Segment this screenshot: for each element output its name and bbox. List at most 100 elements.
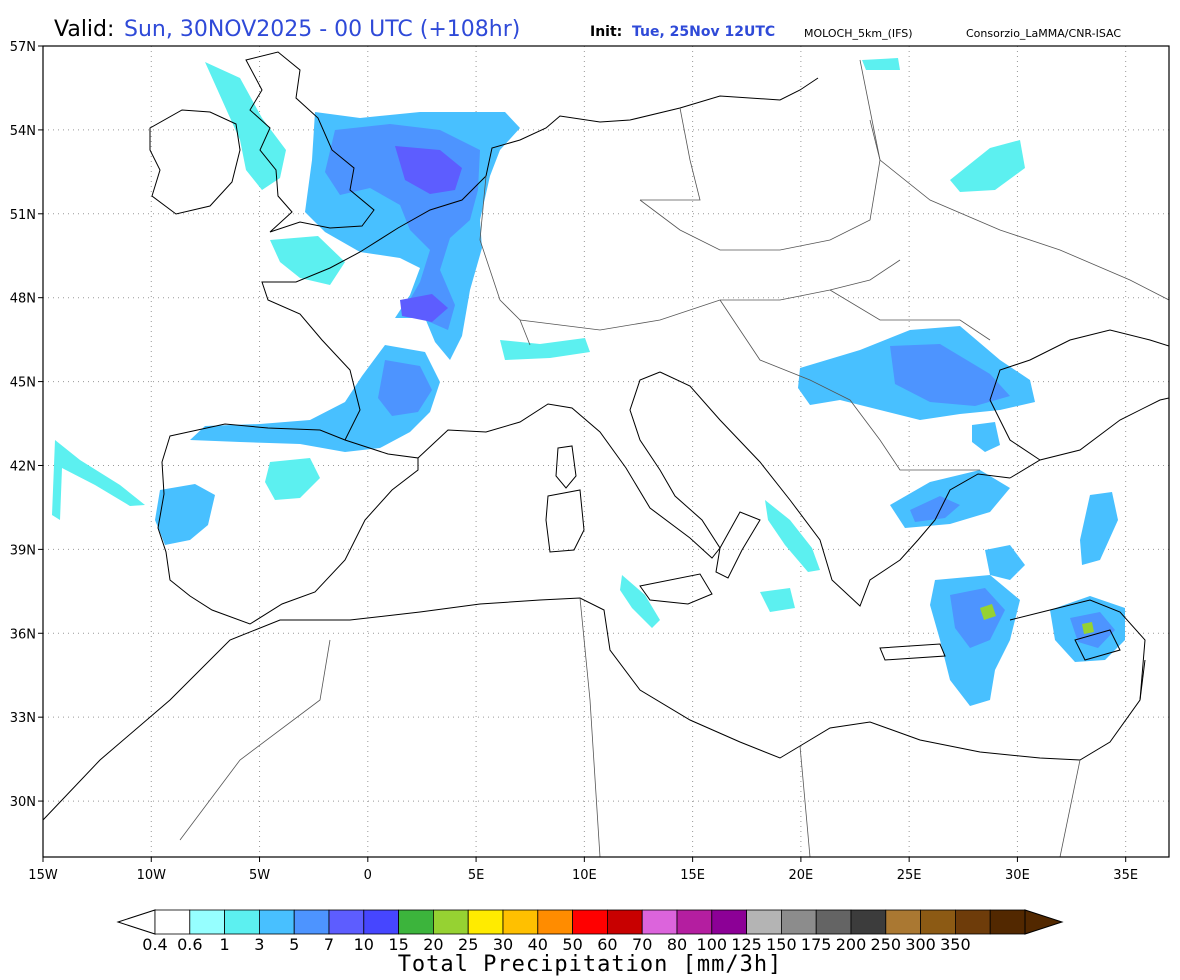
coastline	[989, 329, 1169, 401]
precip-area	[980, 604, 996, 620]
valid-label: Valid:	[54, 17, 115, 42]
colorbar-swatch	[224, 909, 260, 935]
colorbar-tick-label: 0.4	[142, 935, 167, 952]
precip-area	[395, 146, 462, 194]
colorbar-swatch	[607, 909, 643, 935]
lat-label: 51N	[10, 208, 36, 223]
colorbar-tick-label: 0.6	[177, 935, 202, 952]
lon-label: 15E	[680, 868, 705, 883]
precip-layer	[52, 58, 1125, 706]
init-label: Init:	[590, 24, 623, 40]
model-name: MOLOCH_5km_(IFS)	[804, 27, 913, 40]
colorbar-tick-label: 150	[766, 935, 797, 952]
colorbar-swatches	[116, 909, 1064, 935]
precipitation-map: 57N 54N 51N 48N 45N 42N 39N 36N 33N 30N 15W 10W 5W 0…	[10, 40, 1170, 883]
lon-label: 10E	[572, 868, 597, 883]
precip-area	[620, 575, 660, 628]
lon-label: 10W	[137, 868, 167, 883]
colorbar-tick-label: 10	[354, 935, 374, 952]
precip-area	[950, 588, 1005, 648]
colorbar-tick-label: 7	[324, 935, 334, 952]
country-border	[719, 299, 980, 471]
colorbar-swatch	[363, 909, 399, 935]
colorbar: 0.4 0.6 1 3 5 7 10 15 20 25 30 40 50 60 70 80 100 125 150 1…	[116, 909, 1064, 952]
country-border	[519, 259, 901, 331]
coastline	[43, 597, 1146, 821]
country-border	[799, 745, 811, 857]
colorbar-swatch	[815, 909, 852, 935]
precip-area	[500, 338, 590, 360]
country-border	[579, 597, 601, 857]
precip-area	[378, 360, 432, 416]
graticule	[43, 46, 1169, 857]
colorbar-tick-label: 40	[528, 935, 548, 952]
colorbar-swatch	[955, 909, 991, 935]
colorbar-swatch	[467, 909, 504, 935]
coastline	[659, 371, 1011, 607]
colorbar-tick-label: 175	[801, 935, 832, 952]
colorbar-swatch	[398, 909, 434, 935]
colorbar-tick-label: 350	[940, 935, 971, 952]
colorbar-tick-label: 80	[667, 935, 687, 952]
colorbar-swatch	[189, 909, 226, 935]
colorbar-tick-label: 30	[493, 935, 513, 952]
lat-label: 54N	[10, 124, 36, 139]
colorbar-swatch	[676, 909, 713, 935]
country-border	[179, 639, 331, 841]
colorbar-tick-label: 70	[632, 935, 652, 952]
coastline	[639, 573, 713, 605]
colorbar-tick-label: 300	[905, 935, 936, 952]
country-border	[829, 289, 991, 341]
colorbar-swatch	[154, 909, 191, 935]
colorbar-swatch	[502, 909, 539, 935]
lat-label: 33N	[10, 711, 36, 726]
country-border	[640, 107, 701, 201]
colorbar-swatch	[850, 909, 887, 935]
country-border	[1059, 759, 1081, 857]
precip-area	[985, 545, 1025, 580]
precip-area	[862, 58, 900, 70]
colorbar-tick-label: 250	[871, 935, 902, 952]
map-header: Valid: Sun, 30NOV2025 - 00 UTC (+108hr) …	[0, 0, 1180, 46]
colorbar-tick-label: 25	[458, 935, 478, 952]
longitude-labels: 15W 10W 5W 0 5E 10E 15E 20E 25E 30E 35E	[28, 857, 1138, 883]
lon-label: 5E	[468, 868, 485, 883]
colorbar-swatch	[537, 909, 573, 935]
lat-label: 45N	[10, 376, 36, 391]
valid-time: Sun, 30NOV2025 - 00 UTC (+108hr)	[124, 17, 521, 42]
colorbar-swatch	[641, 909, 678, 935]
lon-label: 35E	[1113, 868, 1138, 883]
colorbar-swatch	[258, 909, 295, 935]
precip-area	[1080, 492, 1118, 565]
colorbar-swatch	[328, 909, 365, 935]
colorbar-tick-label: 200	[836, 935, 867, 952]
coastline	[1009, 599, 1146, 701]
precip-area	[400, 294, 448, 322]
precip-area	[155, 484, 215, 545]
colorbar-tick-labels: 0.4 0.6 1 3 5 7 10 15 20 25 30 40 50 60 70 80 100 125 150 1…	[142, 935, 970, 952]
precip-area	[52, 440, 145, 520]
coastline	[545, 489, 585, 553]
lat-label: 48N	[10, 292, 36, 307]
coastline	[879, 643, 946, 661]
colorbar-swatch	[746, 909, 782, 935]
colorbar-swatch	[989, 909, 1026, 935]
precip-area	[190, 345, 440, 452]
latitude-labels: 57N 54N 51N 48N 45N 42N 39N 36N 33N 30N	[10, 40, 43, 810]
colorbar-tick-label: 60	[597, 935, 617, 952]
colorbar-tick-label: 125	[731, 935, 762, 952]
colorbar-tick-label: 1	[220, 935, 230, 952]
colorbar-swatch	[920, 909, 956, 935]
country-border	[639, 119, 881, 251]
coastline	[989, 399, 1041, 461]
precip-area	[265, 458, 320, 500]
lon-label: 5W	[249, 868, 270, 883]
colorbar-swatch	[781, 909, 817, 935]
lon-label: 20E	[789, 868, 814, 883]
precip-area	[270, 236, 345, 285]
credit-text: Consorzio_LaMMA/CNR-ISAC	[966, 27, 1122, 40]
coastline	[417, 371, 721, 559]
precip-area	[950, 140, 1025, 192]
colorbar-swatch	[572, 909, 608, 935]
lat-label: 39N	[10, 543, 36, 558]
